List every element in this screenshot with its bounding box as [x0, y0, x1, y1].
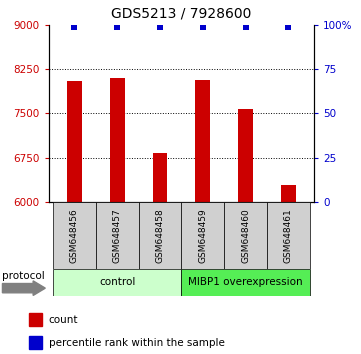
Text: control: control [99, 277, 135, 287]
Point [200, 24, 206, 29]
Text: GSM648457: GSM648457 [113, 208, 122, 263]
Bar [267, 202, 310, 269]
Bar [152, 153, 168, 202]
Bar [195, 80, 210, 202]
Bar [53, 202, 96, 269]
Bar [96, 202, 139, 269]
Bar [182, 202, 224, 269]
Bar [182, 269, 310, 296]
Bar [238, 109, 253, 202]
Text: GSM648458: GSM648458 [156, 208, 165, 263]
Text: count: count [49, 315, 78, 325]
Bar [29, 336, 42, 349]
Text: GSM648459: GSM648459 [198, 208, 207, 263]
Point [157, 24, 163, 29]
Point [286, 24, 291, 29]
Bar [224, 202, 267, 269]
Bar [281, 185, 296, 202]
Text: protocol: protocol [3, 272, 45, 281]
Text: GSM648460: GSM648460 [241, 208, 250, 263]
Bar [29, 313, 42, 326]
Text: GSM648461: GSM648461 [284, 208, 293, 263]
Text: percentile rank within the sample: percentile rank within the sample [49, 337, 225, 348]
FancyArrow shape [3, 281, 45, 296]
Bar [53, 269, 181, 296]
Point [71, 24, 77, 29]
Bar [139, 202, 181, 269]
Point [114, 24, 120, 29]
Text: MIBP1 overexpression: MIBP1 overexpression [188, 277, 303, 287]
Text: GSM648456: GSM648456 [70, 208, 79, 263]
Bar [67, 81, 82, 202]
Title: GDS5213 / 7928600: GDS5213 / 7928600 [111, 7, 252, 21]
Point [243, 24, 248, 29]
Bar [110, 78, 125, 202]
